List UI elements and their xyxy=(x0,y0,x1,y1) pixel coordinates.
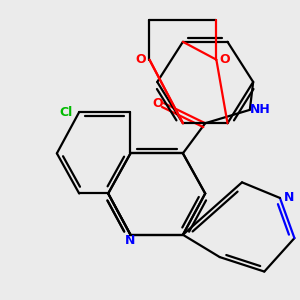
Text: O: O xyxy=(220,53,230,66)
Text: N: N xyxy=(125,234,136,248)
Text: NH: NH xyxy=(250,103,271,116)
Text: N: N xyxy=(284,191,294,205)
Text: O: O xyxy=(152,97,163,110)
Text: O: O xyxy=(136,53,146,66)
Text: Cl: Cl xyxy=(59,106,72,118)
